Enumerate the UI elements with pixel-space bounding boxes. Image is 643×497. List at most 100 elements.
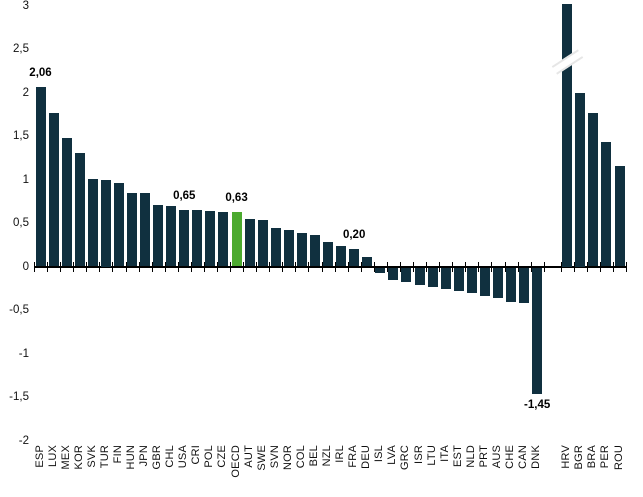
x-axis-label-per: PER [599, 445, 612, 469]
x-axis-label-bra: BRA [586, 445, 599, 469]
bar-cri [192, 209, 203, 267]
y-axis-label: 2,5 [13, 43, 29, 55]
axis-tick [99, 262, 101, 272]
value-label-usa: 0,65 [173, 189, 196, 202]
axis-tick [543, 262, 545, 272]
axis-tick [216, 262, 218, 272]
axis-tick [373, 262, 375, 272]
axis-tick [47, 262, 48, 272]
axis-tick [334, 262, 336, 272]
axis-tick [347, 262, 349, 272]
axis-tick [413, 262, 414, 272]
x-axis-label-mex: MEX [59, 445, 72, 470]
bar-mex [61, 137, 72, 267]
bar-nzl [323, 242, 334, 267]
bar-gbr [153, 204, 164, 267]
bar-lux [48, 112, 59, 267]
bar-irl [336, 245, 347, 267]
axis-tick [399, 262, 401, 272]
axis-tick [504, 262, 506, 272]
x-axis-label-rou: ROU [612, 445, 625, 471]
x-axis-label-isr: ISR [412, 445, 425, 464]
bar-est [453, 267, 464, 291]
axis-tick [465, 262, 467, 272]
axis-tick [386, 262, 388, 272]
bar-ltu [427, 267, 438, 287]
y-axis-label: 1,5 [13, 130, 29, 142]
axis-tick [560, 262, 562, 272]
x-axis-label-gbr: GBR [151, 445, 164, 470]
bar-nor [283, 229, 294, 267]
bar-oecd [231, 211, 242, 267]
bar-dnk [532, 267, 543, 394]
bar-col [296, 233, 307, 267]
bar-rou [614, 165, 625, 267]
x-axis-label-svn: SVN [268, 445, 281, 469]
x-axis-label-lva: LVA [386, 445, 399, 465]
bar-per [601, 142, 612, 267]
value-label-fra: 0,20 [342, 229, 366, 242]
value-label-oecd: 0,63 [225, 191, 248, 204]
x-axis-label-swe: SWE [255, 445, 268, 471]
axis-tick [439, 262, 441, 272]
x-axis-label-prt: PRT [477, 445, 490, 468]
bar-grc [401, 267, 412, 283]
x-axis-label-irl: IRL [334, 445, 347, 463]
x-axis-label-isl: ISL [373, 445, 386, 463]
bar-fra [349, 249, 360, 267]
y-axis-label: -0,5 [9, 304, 29, 316]
y-axis-label: -2 [18, 434, 29, 447]
axis-tick [60, 262, 62, 272]
axis-tick [203, 262, 205, 272]
y-axis-label: -1 [18, 347, 29, 360]
bar-ita [440, 267, 451, 290]
bar-cze [218, 211, 229, 267]
bar-nld [466, 267, 477, 293]
axis-tick [573, 262, 575, 272]
x-axis-label-pol: POL [203, 445, 216, 468]
bar-hun [126, 192, 137, 267]
bar-can [519, 267, 530, 304]
x-axis-label-dnk: DNK [530, 445, 543, 469]
x-axis-label-hrv: HRV [560, 445, 573, 469]
bar-bra [588, 113, 599, 267]
x-axis-label-col: COL [294, 445, 307, 469]
axis-tick [164, 262, 166, 272]
axis-tick [613, 262, 614, 272]
x-axis-label-bel: BEL [307, 445, 320, 467]
axis-tick [112, 262, 114, 272]
x-axis-label-che: CHE [504, 445, 517, 469]
x-axis-line [33, 265, 627, 268]
bar-usa [179, 209, 190, 267]
bar-lva [388, 267, 399, 280]
axis-tick [151, 262, 153, 272]
axis-tick [626, 262, 627, 272]
x-axis-label-kor: KOR [72, 445, 85, 470]
x-axis-label-deu: DEU [360, 445, 373, 469]
axis-tick [190, 262, 192, 272]
bar-hrv [562, 4, 573, 267]
x-axis-label-fin: FIN [111, 445, 124, 464]
bar-aut [244, 218, 255, 267]
bar-kor [74, 153, 85, 267]
bar-aus [492, 267, 503, 298]
axis-tick [308, 262, 310, 272]
axis-tick [586, 262, 588, 272]
bar-fin [113, 182, 124, 267]
axis-tick [426, 262, 428, 272]
axis-tick [243, 262, 245, 272]
x-axis-label-aus: AUS [490, 445, 503, 469]
axis-tick [282, 262, 284, 272]
axis-tick [269, 262, 271, 272]
bar-chl [166, 205, 177, 267]
y-axis-label: 1 [22, 173, 29, 186]
bar-swe [257, 220, 268, 267]
x-axis-label-ltu: LTU [425, 445, 438, 466]
x-axis-label-ita: ITA [438, 445, 451, 462]
x-axis-label-nld: NLD [464, 445, 477, 468]
x-axis-label-usa: USA [177, 445, 190, 469]
axis-tick [138, 262, 140, 272]
x-axis-label-oecd: OECD [229, 445, 242, 478]
axis-tick [230, 262, 231, 272]
